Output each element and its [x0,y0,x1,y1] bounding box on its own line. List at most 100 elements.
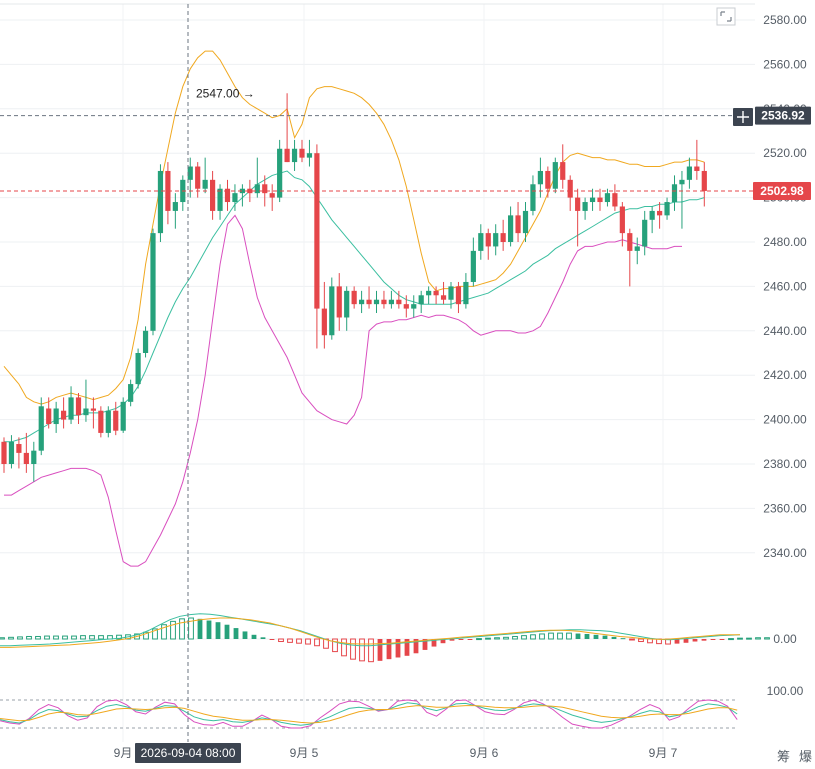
candle [657,202,663,229]
macd-bar [206,620,212,639]
candle [172,193,178,229]
macd-bar [53,635,59,640]
macd-bar [314,638,320,647]
macd-bar [368,638,374,663]
macd-bar [161,624,167,640]
macd-bar [431,639,437,647]
candle [157,164,164,242]
candle [642,210,648,256]
macd-bar [449,639,455,641]
macd-bar [116,634,122,640]
candle [448,281,454,309]
macd-dea-line [0,617,740,648]
macd-bar [584,633,590,639]
macd-bar [458,639,464,640]
candle [98,406,104,438]
candle [187,157,193,198]
candle [664,197,670,220]
candle [61,397,67,429]
candle [604,188,611,207]
candle [239,184,245,207]
macd-bar [260,637,266,639]
macd-bar [89,635,95,640]
candle [202,157,208,194]
macd-bar [530,634,536,640]
chip-label[interactable]: 筹 [777,749,790,764]
candle [418,290,424,314]
macd-bar [557,632,563,640]
price-tick-label: 2380.00 [763,457,807,471]
macd-bar [674,639,680,644]
macd-bar [503,636,509,640]
crosshair-time-label: 2026-09-04 08:00 [135,743,241,763]
macd-bar [512,635,518,640]
candle [232,184,238,211]
candle [552,157,558,194]
macd-bar [575,633,581,639]
candle [612,184,618,211]
macd-bar [98,635,104,640]
candle [440,281,447,305]
candle [135,348,141,389]
macd-bar [341,638,347,657]
macd-bar [764,637,770,640]
macd-bar [395,639,401,658]
macd-panel: 0.00 [0,613,797,663]
time-tick-label: 9月 [114,746,133,760]
candle [306,139,313,167]
price-tick-label: 2480.00 [763,235,807,249]
macd-dif-line [0,613,741,647]
candle [262,175,268,207]
candle [217,184,223,220]
candle [329,277,335,340]
candle [105,406,111,438]
macd-bar [467,639,473,640]
grid-lines [0,3,755,742]
expand-corner-icon[interactable] [716,7,736,26]
candle [344,286,350,331]
price-tick-label: 2400.00 [763,413,807,427]
candle [254,157,260,198]
macd-bar [404,639,410,656]
macd-bar [0,637,5,640]
liquidation-label[interactable]: 爆 [799,749,812,764]
candle [180,175,186,211]
candle [113,401,119,436]
macd-bar [476,638,482,641]
candle [500,219,506,251]
candle [90,397,96,429]
candle [277,139,283,203]
candle [508,206,514,247]
candle [75,392,82,425]
plus-icon[interactable] [733,108,753,126]
candle [53,401,59,433]
candle [351,286,357,309]
candle [403,295,409,318]
macd-bar [8,636,14,640]
candle [627,228,633,287]
crosshair-price-label: 2536.92 [755,106,811,125]
candle [426,286,432,305]
candle [165,162,171,225]
candle [142,326,149,358]
boll-upper-line [3,50,705,405]
candle [299,139,305,163]
candle [411,295,417,318]
macd-bar [26,635,32,640]
macd-bar [539,633,545,640]
price-axis: 2580.002560.002540.002520.002500.002480.… [763,13,807,560]
candle [336,273,342,331]
candle [478,224,484,260]
macd-bar [620,638,626,640]
macd-bar [188,617,194,640]
candle [381,290,387,309]
time-tick-label: 9月 7 [649,746,678,760]
candle [38,397,44,456]
candle [16,437,22,469]
macd-bar [269,639,275,640]
price-tick-label: 2420.00 [763,368,807,382]
macd-bar [593,634,599,639]
candle [545,166,551,198]
time-tick-label: 9月 5 [290,746,319,760]
